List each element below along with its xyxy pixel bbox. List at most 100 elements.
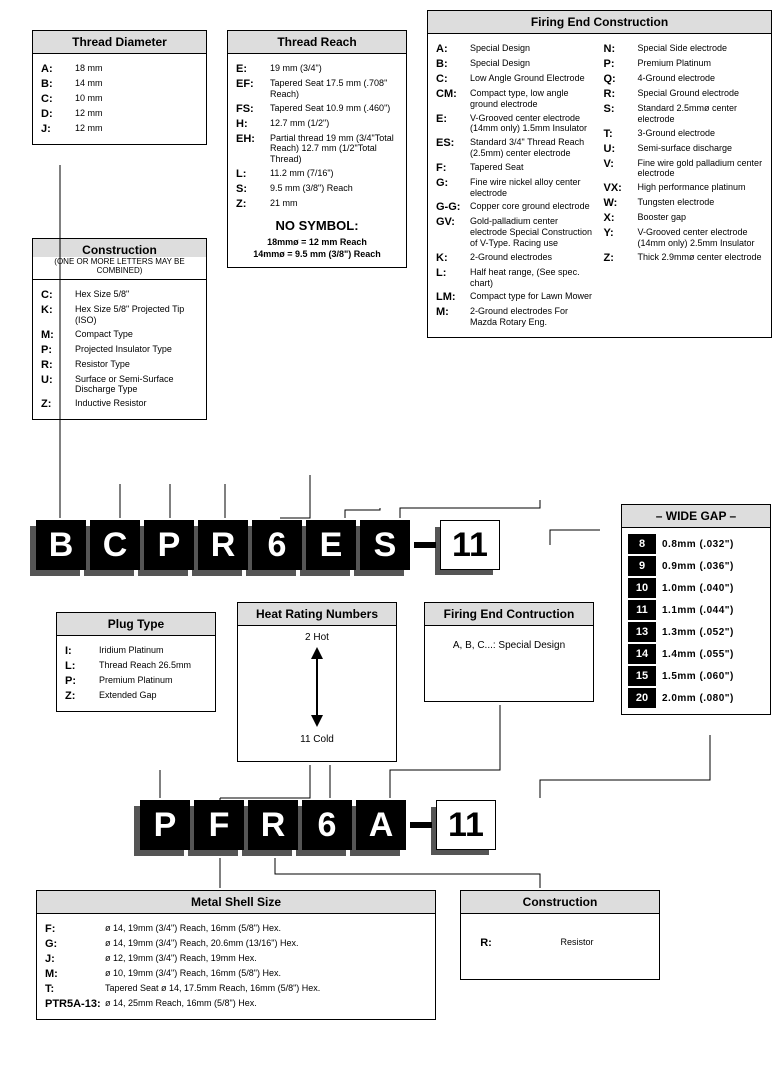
code-label: G: (436, 177, 470, 189)
gap-row: 151.5mm (.060") (628, 666, 764, 686)
gap-text: 1.0mm (.040") (662, 583, 734, 594)
code-desc: 21 mm (270, 198, 398, 209)
gap-number: 14 (628, 644, 656, 664)
code-desc: Projected Insulator Type (75, 344, 198, 355)
code-row: H:12.7 mm (1/2") (236, 118, 398, 130)
gap-text: 1.3mm (.052") (662, 627, 734, 638)
code-desc: Compact Type (75, 329, 198, 340)
panel-title: Firing End Construction (428, 11, 771, 34)
code-row: C:Hex Size 5/8" (41, 289, 198, 301)
code-desc: 12.7 mm (1/2") (270, 118, 398, 129)
code-desc: ø 14, 19mm (3/4") Reach, 20.6mm (13/16")… (105, 938, 427, 949)
code-desc: 9.5 mm (3/8") Reach (270, 183, 398, 194)
code-row: G:ø 14, 19mm (3/4") Reach, 20.6mm (13/16… (45, 938, 427, 950)
code-label: L: (236, 168, 270, 180)
no-symbol-heading: NO SYMBOL: (236, 218, 398, 233)
no-symbol-line: 18mmø = 12 mm Reach (236, 237, 398, 247)
panel-body: R:Resistor (461, 914, 659, 958)
code-desc: Fine wire nickel alloy center electrode (470, 177, 596, 199)
code-row: B:14 mm (41, 78, 198, 90)
code-row: F:ø 14, 19mm (3/4") Reach, 16mm (5/8") H… (45, 923, 427, 935)
code-desc: Fine wire gold palladium center electrod… (638, 158, 764, 180)
code-label: G-G: (436, 201, 470, 213)
dash-icon (414, 542, 436, 548)
code-label: N: (604, 43, 638, 55)
code-row-1: BCPR6ES11 (36, 520, 500, 570)
gap-number: 11 (628, 600, 656, 620)
gap-row: 202.0mm (.080") (628, 688, 764, 708)
code-row: Z:Thick 2.9mmø center electrode (604, 252, 764, 264)
gap-text: 1.4mm (.055") (662, 649, 734, 660)
panel-wide-gap: – WIDE GAP – 80.8mm (.032")90.9mm (.036"… (621, 504, 771, 715)
code-desc: 2-Ground electrodes (470, 252, 596, 263)
code-label: CM: (436, 88, 470, 100)
code-label: J: (45, 953, 105, 965)
code-label: Z: (65, 690, 99, 702)
gap-text: 0.8mm (.032") (662, 539, 734, 550)
code-row: N:Special Side electrode (604, 43, 764, 55)
code-row: J:12 mm (41, 123, 198, 135)
code-desc: 12 mm (75, 123, 198, 134)
code-row: K:2-Ground electrodes (436, 252, 596, 264)
panel-subtitle: (ONE OR MORE LETTERS MAY BE COMBINED) (33, 257, 206, 280)
code-row: S:Standard 2.5mmø center electrode (604, 103, 764, 125)
code-label: P: (41, 344, 75, 356)
code-label: M: (41, 329, 75, 341)
code-row: Z:21 mm (236, 198, 398, 210)
code-row: Z:Inductive Resistor (41, 398, 198, 410)
code-row: M:ø 10, 19mm (3/4") Reach, 16mm (5/8") H… (45, 968, 427, 980)
code-row: P:Premium Platinum (604, 58, 764, 70)
code-label: A: (436, 43, 470, 55)
gap-row: 14 1.4mm (.055") (628, 644, 764, 664)
code-row: C:Low Angle Ground Electrode (436, 73, 596, 85)
code-block: R (248, 800, 298, 850)
gap-row: 131.3mm (.052") (628, 622, 764, 642)
code-desc: Tapered Seat 17.5 mm (.708" Reach) (270, 78, 398, 100)
code-row: M:Compact Type (41, 329, 198, 341)
code-label: W: (604, 197, 638, 209)
code-desc: V-Grooved center electrode (14mm only) 1… (470, 113, 596, 135)
code-desc: Inductive Resistor (75, 398, 198, 409)
code-desc: Tungsten electrode (638, 197, 764, 208)
code-label: T: (45, 983, 105, 995)
code-desc: Tapered Seat 10.9 mm (.460") (270, 103, 398, 114)
panel-title: Metal Shell Size (37, 891, 435, 914)
code-desc: Hex Size 5/8" (75, 289, 198, 300)
code-row: CM:Compact type, low angle ground electr… (436, 88, 596, 110)
code-block: P (140, 800, 190, 850)
code-desc: Standard 2.5mmø center electrode (638, 103, 764, 125)
code-desc: Surface or Semi-Surface Discharge Type (75, 374, 198, 396)
code-row: V:Fine wire gold palladium center electr… (604, 158, 764, 180)
gap-text: 0.9mm (.036") (662, 561, 734, 572)
gap-row: 80.8mm (.032") (628, 534, 764, 554)
code-label: ES: (436, 137, 470, 149)
code-label: Q: (604, 73, 638, 85)
code-row: L:Thread Reach 26.5mm (65, 660, 207, 672)
code-desc: Hex Size 5/8" Projected Tip (ISO) (75, 304, 198, 326)
code-row: PTR5A-13:ø 14, 25mm Reach, 16mm (5/8") H… (45, 998, 427, 1010)
code-label: K: (41, 304, 75, 316)
code-block: C (90, 520, 140, 570)
code-desc: 19 mm (3/4") (270, 63, 398, 74)
code-desc: Special Design (470, 58, 596, 69)
code-desc: ø 14, 19mm (3/4") Reach, 16mm (5/8") Hex… (105, 923, 427, 934)
code-label: S: (604, 103, 638, 115)
code-row: Y:V-Grooved center electrode (14mm only)… (604, 227, 764, 249)
code-label: Z: (604, 252, 638, 264)
code-desc: Standard 3/4" Thread Reach (2.5mm) cente… (470, 137, 596, 159)
code-desc: Tapered Seat ø 14, 17.5mm Reach, 16mm (5… (105, 983, 427, 994)
code-desc: Semi-surface discharge (638, 143, 764, 154)
code-desc: 12 mm (75, 108, 198, 119)
code-row-2: PFR6A11 (140, 800, 496, 850)
code-desc: Premium Platinum (638, 58, 764, 69)
code-row: R:Special Ground electrode (604, 88, 764, 100)
code-label: B: (436, 58, 470, 70)
code-row: T:Tapered Seat ø 14, 17.5mm Reach, 16mm … (45, 983, 427, 995)
code-label: Z: (41, 398, 75, 410)
panel-title: Thread Reach (228, 31, 406, 54)
panel-body: 2 Hot 11 Cold (238, 626, 396, 751)
code-row: GV:Gold-palladium center electrode Speci… (436, 216, 596, 248)
code-desc: ø 10, 19mm (3/4") Reach, 16mm (5/8") Hex… (105, 968, 427, 979)
code-row: B:Special Design (436, 58, 596, 70)
code-desc: Resistor Type (75, 359, 198, 370)
